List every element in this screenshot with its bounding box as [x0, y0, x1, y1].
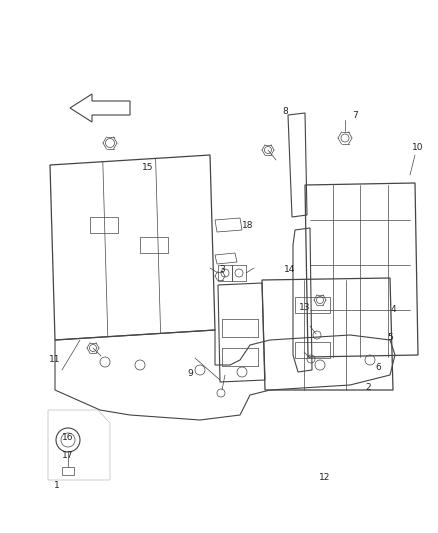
Text: 12: 12: [319, 473, 331, 482]
Text: 15: 15: [142, 164, 154, 173]
Text: 18: 18: [242, 221, 254, 230]
Text: 2: 2: [365, 384, 371, 392]
Text: 17: 17: [62, 450, 74, 459]
Text: 11: 11: [49, 356, 61, 365]
Text: 4: 4: [390, 305, 396, 314]
Text: 10: 10: [412, 143, 424, 152]
Text: 8: 8: [282, 108, 288, 117]
Text: 16: 16: [62, 433, 74, 442]
Text: 7: 7: [352, 110, 358, 119]
Text: 14: 14: [284, 265, 296, 274]
Text: 5: 5: [387, 334, 393, 343]
Text: 13: 13: [299, 303, 311, 312]
Text: 1: 1: [54, 481, 60, 489]
Text: 3: 3: [219, 265, 225, 274]
Text: 6: 6: [375, 364, 381, 373]
Text: 9: 9: [187, 368, 193, 377]
